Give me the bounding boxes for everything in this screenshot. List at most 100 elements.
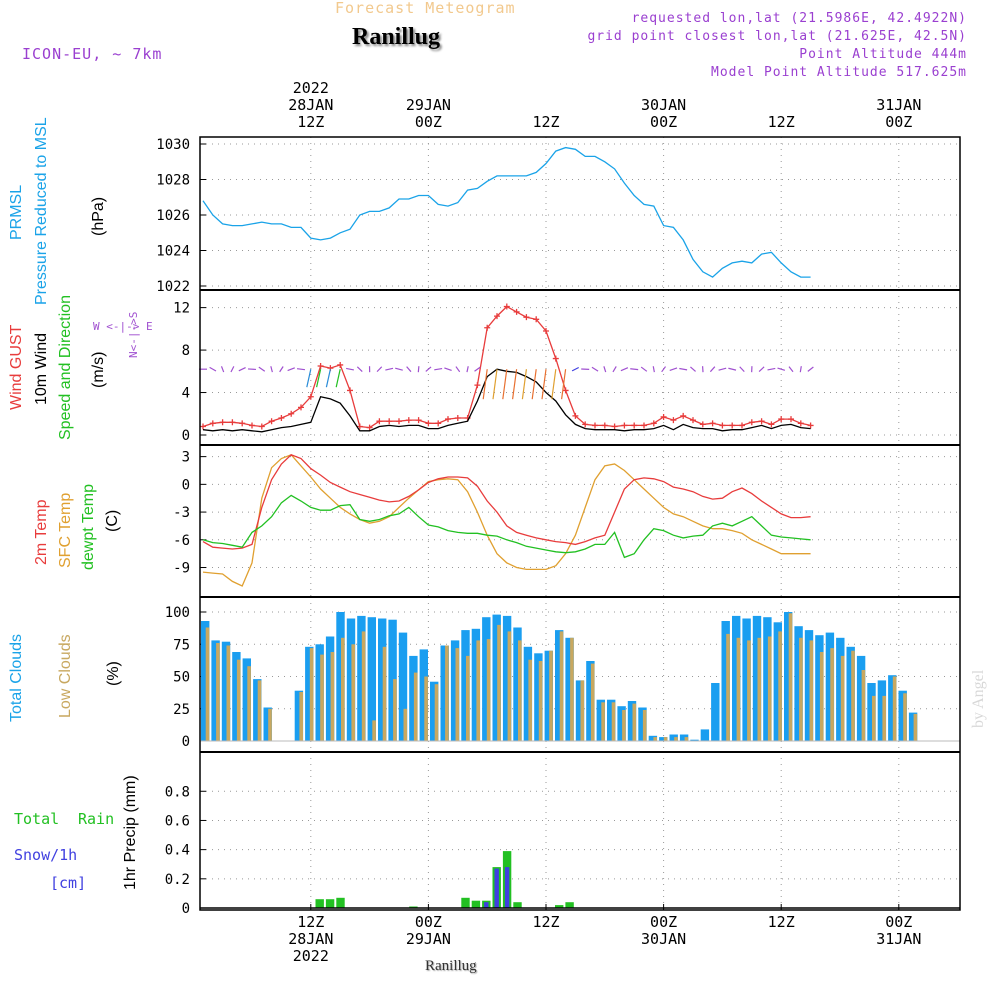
low-cloud-bar — [622, 710, 626, 741]
compass-we: W <-|-> E — [93, 320, 153, 333]
low-cloud-bar — [518, 640, 522, 741]
wind-arrow — [417, 366, 420, 373]
time-label: 29JAN 00Z — [388, 97, 468, 131]
total-cloud-bar — [482, 617, 491, 741]
total-cloud-bar — [836, 637, 845, 741]
y-tick-label-2: -6 — [173, 533, 190, 549]
low-cloud-bar — [507, 631, 512, 741]
wind-arrow — [209, 366, 217, 372]
wind-arrow — [444, 367, 452, 372]
time-label: 30JAN 00Z — [624, 97, 704, 131]
gust-point — [366, 424, 373, 431]
total-cloud-bar — [711, 683, 720, 741]
low-cloud-bar — [486, 639, 491, 741]
total-cloud-bar — [815, 635, 824, 741]
low-cloud-bar — [330, 652, 335, 741]
total-cloud-bar — [773, 622, 782, 741]
gust-point — [239, 420, 246, 427]
wind-arrow — [306, 369, 312, 388]
time-label-line: 00Z — [414, 113, 442, 131]
gust-point — [454, 415, 461, 422]
wind-arrow — [561, 369, 567, 400]
gust-point — [572, 412, 579, 419]
total-cloud-bar — [440, 645, 449, 741]
gust-point — [543, 327, 549, 334]
total-cloud-bar — [659, 737, 668, 741]
gust-point — [788, 416, 794, 423]
gust-point — [670, 417, 677, 424]
wind-arrow — [652, 366, 655, 373]
wind10-line — [202, 368, 811, 433]
time-label-line: 28JAN — [288, 930, 334, 948]
total-cloud-bar — [846, 646, 855, 741]
gust-point — [258, 423, 265, 430]
low-cloud-bar — [799, 637, 803, 741]
total-cloud-bar — [492, 614, 501, 741]
low-cloud-bar — [455, 648, 460, 741]
total-cloud-bar — [388, 619, 397, 741]
total-cloud-bar — [221, 641, 231, 741]
wind-arrow — [661, 366, 667, 373]
low-cloud-bar — [538, 661, 543, 741]
low-cloud-bar — [590, 663, 595, 741]
gust-point — [621, 422, 628, 429]
wind-arrow — [603, 366, 607, 373]
time-label: 12Z — [506, 914, 586, 931]
gust-point — [474, 382, 481, 389]
gust-point — [758, 418, 765, 425]
total-cloud-bar — [804, 630, 814, 741]
total-cloud-bar — [294, 690, 304, 741]
gust-point — [680, 412, 687, 419]
low-cloud-bar — [205, 627, 210, 741]
gust-point — [709, 420, 716, 427]
wind-arrow — [385, 367, 394, 371]
low-cloud-bar — [903, 693, 907, 741]
wind-arrow — [466, 366, 469, 373]
total-cloud-bar — [784, 612, 793, 741]
low-cloud-bar — [236, 659, 241, 741]
low-cloud-bar — [268, 708, 272, 742]
gust-point — [307, 393, 314, 400]
total-cloud-bar — [555, 630, 564, 741]
wind-arrow — [788, 366, 794, 373]
total-cloud-bar — [367, 617, 376, 741]
time-label-line: 12Z — [532, 913, 560, 931]
gust-point — [425, 420, 432, 427]
low-cloud-bar — [663, 737, 668, 741]
time-label-line: 00Z — [885, 113, 913, 131]
gust-point — [739, 422, 745, 429]
wind-arrow — [238, 367, 246, 372]
total-cloud-bar — [232, 652, 241, 741]
wind-arrow — [591, 366, 599, 372]
total-cloud-bar — [856, 655, 866, 741]
gust-point — [778, 416, 785, 423]
wind-arrow — [799, 366, 802, 373]
total-cloud-bar — [357, 615, 366, 741]
wind-arrow — [376, 366, 383, 373]
total-cloud-bar — [502, 615, 512, 741]
y-tick-label-2: -3 — [173, 505, 190, 521]
time-label-line: 29JAN — [405, 96, 451, 114]
low-cloud-bar — [361, 631, 366, 741]
gust-point — [513, 308, 520, 315]
low-cloud-bar — [757, 637, 762, 741]
gust-point — [268, 418, 275, 425]
total-cloud-bar — [450, 640, 460, 741]
total-cloud-bar — [513, 627, 522, 741]
time-label-line: 31JAN — [876, 96, 922, 114]
low-cloud-bar — [216, 643, 220, 741]
low-cloud-bar — [559, 631, 564, 741]
gust-point — [699, 421, 706, 428]
time-label-line: 30JAN — [641, 930, 687, 948]
low-cloud-bar — [892, 676, 897, 741]
y-tick-label-3: 100 — [165, 605, 190, 621]
low-cloud-bar — [632, 703, 637, 741]
y-tick-label-1: 0 — [182, 428, 190, 444]
total-cloud-bar — [721, 621, 730, 741]
low-cloud-bar — [570, 637, 574, 741]
low-cloud-bar — [872, 695, 876, 741]
gust-point — [317, 363, 324, 369]
total-cloud-bar — [669, 734, 678, 741]
total-cloud-bar — [586, 661, 595, 741]
